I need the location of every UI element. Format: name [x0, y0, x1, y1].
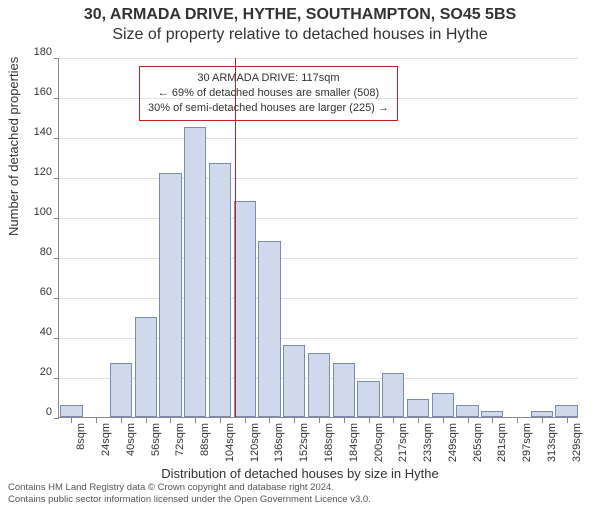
- xtick-label: 281sqm: [496, 423, 508, 462]
- ytick-label: 20: [12, 366, 52, 378]
- ytick-label: 40: [12, 326, 52, 338]
- footer-attribution: Contains HM Land Registry data © Crown c…: [8, 482, 371, 505]
- histogram-bar: [60, 405, 82, 417]
- histogram-bar: [456, 405, 478, 417]
- xtick-label: 297sqm: [521, 423, 533, 462]
- histogram-bar: [184, 127, 206, 417]
- histogram-bar: [357, 381, 379, 417]
- x-axis-label: Distribution of detached houses by size …: [0, 466, 600, 481]
- chart-area: 8sqm24sqm40sqm56sqm72sqm88sqm104sqm120sq…: [58, 58, 578, 418]
- ytick-mark: [54, 98, 59, 99]
- histogram-bar: [432, 393, 454, 417]
- xtick-mark: [517, 418, 518, 423]
- xtick-mark: [319, 418, 320, 423]
- histogram-bar: [110, 363, 132, 417]
- xtick-mark: [468, 418, 469, 423]
- xtick-label: 233sqm: [422, 423, 434, 462]
- chart-subtitle: Size of property relative to detached ho…: [0, 26, 600, 44]
- xtick-label: 184sqm: [348, 423, 360, 462]
- xtick-mark: [492, 418, 493, 423]
- ytick-label: 140: [12, 126, 52, 138]
- ytick-mark: [54, 258, 59, 259]
- ytick-mark: [54, 178, 59, 179]
- annotation-line: 30% of semi-detached houses are larger (…: [148, 101, 389, 116]
- xtick-mark: [195, 418, 196, 423]
- chart-title: 30, ARMADA DRIVE, HYTHE, SOUTHAMPTON, SO…: [0, 6, 600, 24]
- xtick-mark: [146, 418, 147, 423]
- xtick-mark: [220, 418, 221, 423]
- xtick-label: 24sqm: [100, 423, 112, 456]
- ytick-label: 120: [12, 166, 52, 178]
- ytick-label: 80: [12, 246, 52, 258]
- xtick-label: 152sqm: [298, 423, 310, 462]
- ytick-label: 100: [12, 206, 52, 218]
- gridline: [59, 258, 578, 259]
- xtick-label: 72sqm: [174, 423, 186, 456]
- histogram-bar: [333, 363, 355, 417]
- xtick-mark: [170, 418, 171, 423]
- xtick-label: 200sqm: [373, 423, 385, 462]
- histogram-bar: [209, 163, 231, 417]
- ytick-mark: [54, 58, 59, 59]
- ytick-label: 60: [12, 286, 52, 298]
- ytick-mark: [54, 138, 59, 139]
- annotation-line: 30 ARMADA DRIVE: 117sqm: [148, 71, 389, 86]
- xtick-label: 329sqm: [571, 423, 583, 462]
- xtick-label: 249sqm: [447, 423, 459, 462]
- gridline: [59, 138, 578, 139]
- xtick-mark: [96, 418, 97, 423]
- histogram-bar: [283, 345, 305, 417]
- histogram-bar: [308, 353, 330, 417]
- xtick-mark: [344, 418, 345, 423]
- xtick-mark: [443, 418, 444, 423]
- ytick-mark: [54, 338, 59, 339]
- xtick-mark: [294, 418, 295, 423]
- ytick-label: 160: [12, 86, 52, 98]
- ytick-mark: [54, 418, 59, 419]
- histogram-bar: [481, 411, 503, 417]
- xtick-mark: [418, 418, 419, 423]
- xtick-label: 40sqm: [125, 423, 137, 456]
- ytick-label: 180: [12, 46, 52, 58]
- annotation-box: 30 ARMADA DRIVE: 117sqm← 69% of detached…: [139, 66, 398, 121]
- gridline: [59, 218, 578, 219]
- xtick-label: 265sqm: [472, 423, 484, 462]
- histogram-bar: [258, 241, 280, 417]
- histogram-bar: [135, 317, 157, 417]
- xtick-mark: [542, 418, 543, 423]
- gridline: [59, 178, 578, 179]
- footer-line-1: Contains HM Land Registry data © Crown c…: [8, 482, 371, 493]
- xtick-label: 217sqm: [397, 423, 409, 462]
- xtick-mark: [567, 418, 568, 423]
- plot-area: 8sqm24sqm40sqm56sqm72sqm88sqm104sqm120sq…: [58, 58, 578, 418]
- xtick-label: 120sqm: [249, 423, 261, 462]
- xtick-mark: [393, 418, 394, 423]
- xtick-label: 168sqm: [323, 423, 335, 462]
- histogram-bar: [382, 373, 404, 417]
- histogram-bar: [234, 201, 256, 417]
- xtick-mark: [269, 418, 270, 423]
- histogram-bar: [407, 399, 429, 417]
- ytick-mark: [54, 298, 59, 299]
- xtick-label: 56sqm: [150, 423, 162, 456]
- histogram-bar: [159, 173, 181, 417]
- xtick-label: 8sqm: [75, 423, 87, 450]
- annotation-line: ← 69% of detached houses are smaller (50…: [148, 86, 389, 101]
- xtick-label: 88sqm: [199, 423, 211, 456]
- xtick-label: 104sqm: [224, 423, 236, 462]
- histogram-bar: [555, 405, 577, 417]
- xtick-label: 313sqm: [546, 423, 558, 462]
- ytick-mark: [54, 378, 59, 379]
- gridline: [59, 298, 578, 299]
- ytick-label: 0: [12, 406, 52, 418]
- xtick-mark: [369, 418, 370, 423]
- histogram-bar: [531, 411, 553, 417]
- gridline: [59, 58, 578, 59]
- xtick-mark: [121, 418, 122, 423]
- footer-line-2: Contains public sector information licen…: [8, 494, 371, 505]
- ytick-mark: [54, 218, 59, 219]
- xtick-mark: [245, 418, 246, 423]
- xtick-label: 136sqm: [273, 423, 285, 462]
- xtick-mark: [71, 418, 72, 423]
